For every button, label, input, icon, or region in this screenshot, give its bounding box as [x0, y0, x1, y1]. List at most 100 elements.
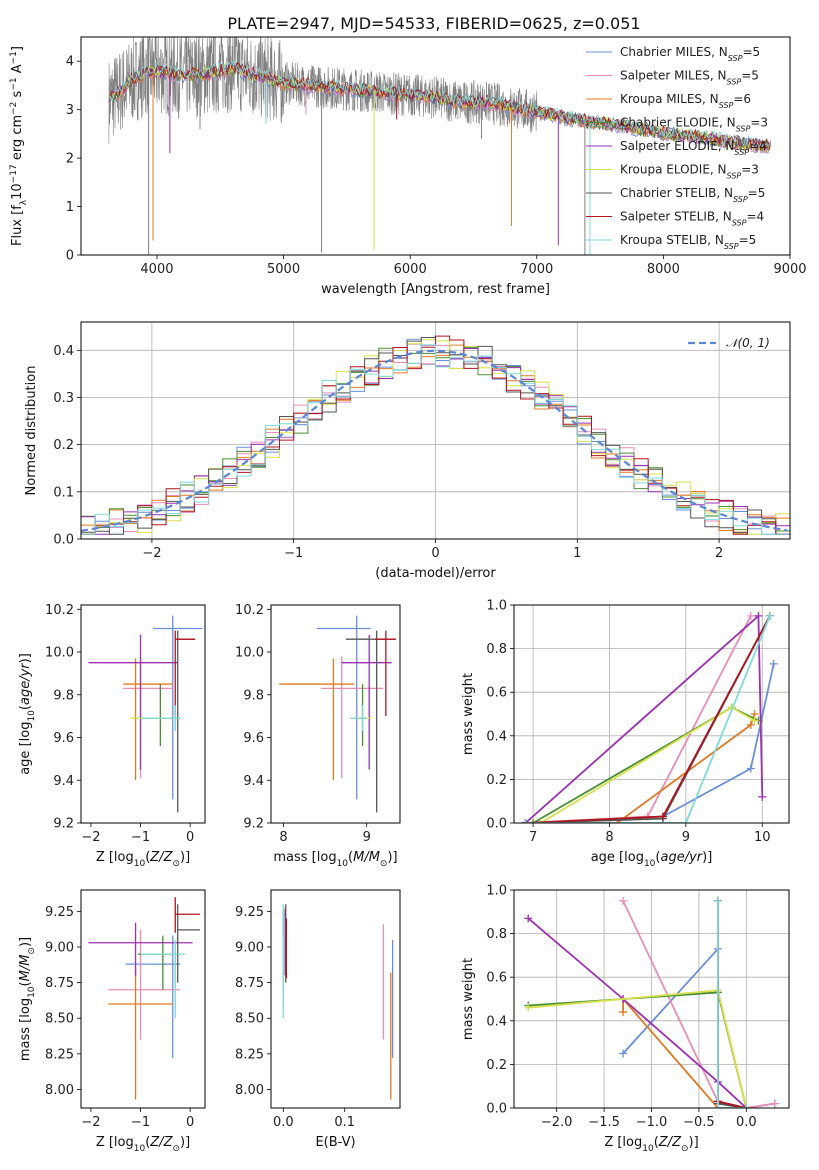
- label-part: Z/Z: [149, 1135, 173, 1150]
- x-tick-label: 9000: [773, 262, 806, 277]
- legend-eq: =4: [749, 139, 767, 153]
- weight-point-marker: [681, 819, 690, 823]
- label-part: (data-model)/error: [375, 566, 496, 581]
- label-part: Z [log: [96, 850, 134, 865]
- weight-series-line: [532, 706, 759, 823]
- weight-point-marker: [529, 819, 538, 823]
- z-massweight-marks: [524, 896, 779, 1108]
- y-tick-label: 9.00: [45, 940, 74, 955]
- x-tick-label: −1: [284, 546, 303, 561]
- legend-entry: Salpeter MILES, NSSP=5: [620, 69, 759, 87]
- legend-sub: SSP: [733, 195, 748, 204]
- x-tick-label: −2: [81, 830, 100, 845]
- label-part: ]: [10, 46, 25, 51]
- z-massweight-y-label: mass weight: [461, 958, 476, 1040]
- weight-series-line: [540, 706, 756, 823]
- legend-name: Chabrier ELODIE, N: [620, 116, 736, 130]
- x-tick-label: 8: [605, 830, 613, 845]
- x-tick-label: 6000: [394, 262, 427, 277]
- label-part: mass weight: [461, 958, 476, 1040]
- model-spectrum-5: [108, 62, 771, 152]
- weight-point-marker: [524, 914, 533, 923]
- x-tick-label: −1: [131, 1115, 150, 1130]
- y-tick-label: 9.00: [235, 940, 264, 955]
- z-mass-y-label: mass [log10(M/M⊙)]: [18, 937, 37, 1061]
- mass-age-marks: [279, 615, 396, 813]
- legend-name: Salpeter ELODIE, N: [620, 139, 734, 153]
- z-mass-x-label: Z [log10(Z/Z⊙)]: [96, 1135, 190, 1154]
- legend-name: Salpeter MILES, N: [620, 69, 727, 83]
- x-tick-label: 7: [529, 830, 537, 845]
- legend-name: Chabrier STELIB, N: [620, 186, 733, 200]
- legend-sub: SSP: [734, 148, 749, 157]
- weight-point-marker: [770, 1099, 779, 1108]
- y-tick-label: 9.6: [53, 731, 74, 746]
- z-mass-marks: [88, 897, 201, 1100]
- legend-eq: =5: [739, 233, 757, 247]
- y-tick-label: 8.75: [235, 976, 264, 991]
- weight-point-marker: [765, 611, 774, 620]
- x-tick-label: 0: [431, 546, 439, 561]
- y-tick-label: 9.25: [235, 905, 264, 920]
- axes-frame: [270, 604, 401, 824]
- label-part: ⊙: [172, 1144, 180, 1154]
- axes-frame: [513, 889, 790, 1109]
- axes-frame: [80, 321, 791, 540]
- label-part: (: [145, 850, 150, 865]
- y-tick-label: 4: [66, 55, 74, 70]
- label-part: −1: [9, 51, 19, 64]
- weight-series-line: [622, 996, 747, 1108]
- legend-entry: Kroupa ELODIE, NSSP=3: [620, 163, 759, 181]
- residual-histogram-8: [81, 344, 790, 535]
- ebv-mass-x-label: E(B-V): [315, 1135, 355, 1150]
- label-part: −2: [9, 102, 19, 115]
- label-part: erg cm: [10, 115, 25, 164]
- x-tick-label: −1: [131, 830, 150, 845]
- weight-point-marker: [619, 1008, 628, 1017]
- legend-eq: =3: [750, 116, 768, 130]
- label-part: age [log: [591, 850, 644, 865]
- y-tick-label: 8.75: [45, 976, 74, 991]
- x-tick-label: 8000: [647, 262, 680, 277]
- legend-sub: SSP: [727, 77, 742, 86]
- label-part: ⊙: [27, 947, 37, 955]
- label-part: )]: [180, 1135, 190, 1150]
- z-age-plot: −2 −1 09.29.49.69.810.010.2Z [log10(Z/Z⊙)]…: [18, 603, 206, 869]
- weight-point-marker: [713, 896, 722, 905]
- legend-sub: SSP: [719, 101, 734, 110]
- y-tick-label: 10.2: [235, 603, 264, 618]
- x-tick-label: 10: [754, 830, 771, 845]
- label-part: (: [18, 705, 33, 710]
- weight-series-line: [527, 917, 747, 1108]
- y-tick-label: 0.0: [486, 817, 507, 832]
- y-tick-label: 9.4: [243, 774, 264, 789]
- label-part: M/M: [18, 955, 33, 982]
- y-tick-label: 8.00: [235, 1083, 264, 1098]
- label-part: 10: [10, 183, 25, 200]
- weight-point-marker: [742, 1104, 751, 1108]
- y-tick-label: 0.1: [53, 485, 74, 500]
- label-part: )]: [702, 850, 712, 865]
- label-part: A: [10, 64, 25, 77]
- label-part: (: [348, 850, 353, 865]
- x-tick-label: −0.5: [683, 1115, 715, 1130]
- x-tick-label: 7000: [520, 262, 553, 277]
- weight-point-marker: [758, 792, 767, 801]
- z-age-marks: [88, 615, 203, 813]
- legend-name: Salpeter STELIB, N: [620, 210, 732, 224]
- residuals-x-label: (data-model)/error: [375, 566, 496, 581]
- ebv-mass-marks: [282, 904, 394, 1100]
- normal-legend-label: 𝒩(0, 1): [726, 336, 770, 350]
- x-tick-label: 0.0: [273, 1115, 294, 1130]
- label-part: )]: [689, 1135, 699, 1150]
- ebv-mass-plot: 0.0 0.1 8.00 8.25 8.50 8.75 9.00 9.25 E(B-V): [235, 889, 401, 1150]
- label-part: 10: [27, 986, 37, 998]
- x-tick-label: −2: [142, 546, 161, 561]
- x-tick-label: −2.0: [541, 1115, 573, 1130]
- label-part: age [log: [18, 722, 33, 775]
- y-tick-label: 1.0: [486, 599, 507, 614]
- legend-eq: =3: [741, 163, 759, 177]
- legend-eq: =6: [733, 92, 751, 106]
